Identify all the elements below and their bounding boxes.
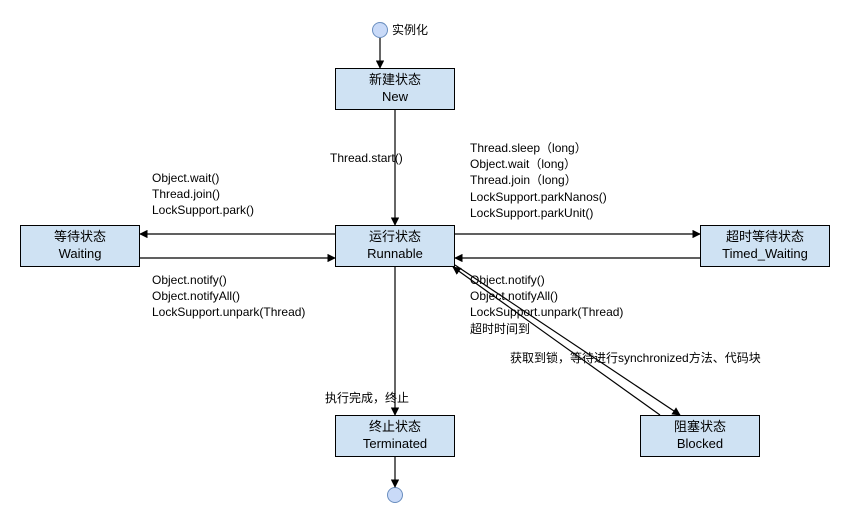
node-timed-line1: 超时等待状态 bbox=[726, 229, 804, 246]
label-to-blocked: 获取到锁，等待进行synchronized方法、代码块 bbox=[510, 350, 761, 366]
node-blocked: 阻塞状态 Blocked bbox=[640, 415, 760, 457]
node-runnable-line1: 运行状态 bbox=[369, 229, 421, 246]
node-blocked-line2: Blocked bbox=[677, 436, 723, 453]
node-waiting-line1: 等待状态 bbox=[54, 229, 106, 246]
label-to-timed: Thread.sleep（long） Object.wait（long） Thr… bbox=[470, 140, 607, 221]
node-timed-line2: Timed_Waiting bbox=[722, 246, 808, 263]
node-terminated-line2: Terminated bbox=[363, 436, 427, 453]
node-waiting-line2: Waiting bbox=[59, 246, 102, 263]
node-timed-waiting: 超时等待状态 Timed_Waiting bbox=[700, 225, 830, 267]
start-terminal bbox=[372, 22, 388, 38]
end-terminal bbox=[387, 487, 403, 503]
node-runnable: 运行状态 Runnable bbox=[335, 225, 455, 267]
node-new-line2: New bbox=[382, 89, 408, 106]
label-to-terminated: 执行完成，终止 bbox=[325, 390, 409, 406]
node-runnable-line2: Runnable bbox=[367, 246, 423, 263]
node-new: 新建状态 New bbox=[335, 68, 455, 110]
node-waiting: 等待状态 Waiting bbox=[20, 225, 140, 267]
label-to-waiting: Object.wait() Thread.join() LockSupport.… bbox=[152, 170, 254, 219]
label-from-waiting: Object.notify() Object.notifyAll() LockS… bbox=[152, 272, 305, 321]
label-instantiate: 实例化 bbox=[392, 22, 428, 38]
node-terminated: 终止状态 Terminated bbox=[335, 415, 455, 457]
node-blocked-line1: 阻塞状态 bbox=[674, 419, 726, 436]
label-thread-start: Thread.start() bbox=[330, 150, 403, 166]
node-terminated-line1: 终止状态 bbox=[369, 419, 421, 436]
label-from-timed: Object.notify() Object.notifyAll() LockS… bbox=[470, 272, 623, 337]
node-new-line1: 新建状态 bbox=[369, 72, 421, 89]
